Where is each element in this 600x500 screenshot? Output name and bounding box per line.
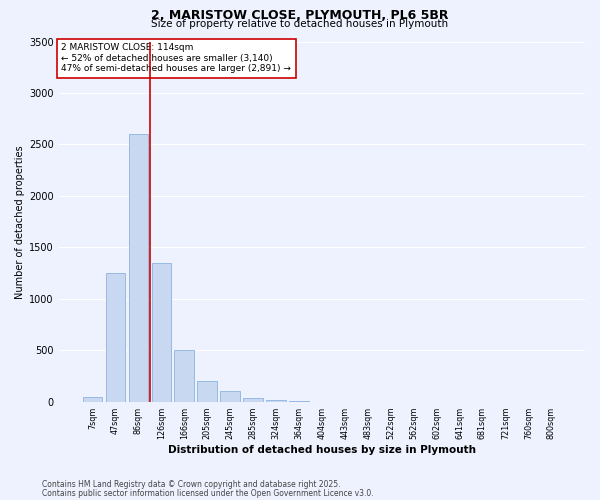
Bar <box>220 390 240 402</box>
Bar <box>197 382 217 402</box>
Bar <box>152 263 171 402</box>
Bar <box>106 273 125 402</box>
Bar <box>83 397 102 402</box>
Y-axis label: Number of detached properties: Number of detached properties <box>15 145 25 298</box>
Bar <box>128 134 148 402</box>
Bar <box>175 350 194 402</box>
Bar <box>266 400 286 402</box>
Text: Contains public sector information licensed under the Open Government Licence v3: Contains public sector information licen… <box>42 488 374 498</box>
Bar <box>244 398 263 402</box>
Text: 2, MARISTOW CLOSE, PLYMOUTH, PL6 5BR: 2, MARISTOW CLOSE, PLYMOUTH, PL6 5BR <box>151 9 449 22</box>
Text: 2 MARISTOW CLOSE: 114sqm
← 52% of detached houses are smaller (3,140)
47% of sem: 2 MARISTOW CLOSE: 114sqm ← 52% of detach… <box>61 44 291 73</box>
Text: Size of property relative to detached houses in Plymouth: Size of property relative to detached ho… <box>151 19 449 29</box>
Text: Contains HM Land Registry data © Crown copyright and database right 2025.: Contains HM Land Registry data © Crown c… <box>42 480 341 489</box>
X-axis label: Distribution of detached houses by size in Plymouth: Distribution of detached houses by size … <box>168 445 476 455</box>
